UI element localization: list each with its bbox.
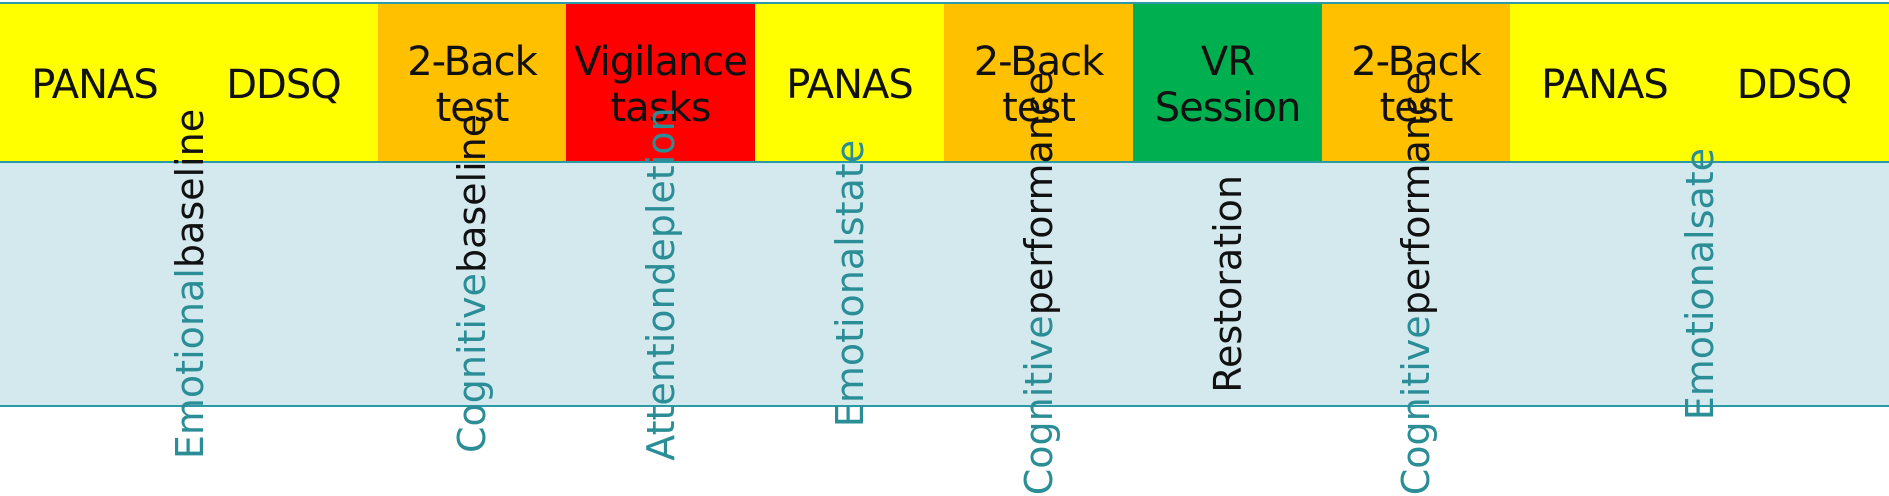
measure-line: Attention — [638, 285, 683, 461]
step-label: 2-Back test — [1351, 38, 1482, 131]
step-label: Vigilance tasks — [574, 38, 748, 131]
step-panas-1: PANAS — [0, 4, 189, 161]
measure-line: baseline — [167, 108, 212, 269]
step-label: PANAS — [786, 61, 914, 108]
step-vigilance: Vigilance tasks — [566, 4, 755, 161]
measure-line: Emotional — [1677, 229, 1722, 421]
measure-line: Cognitive — [450, 273, 494, 454]
step-label: VR Session — [1154, 38, 1302, 131]
measure-emotional-sate: Emotional sate — [1605, 148, 1794, 420]
measure-line: Cognitive — [1016, 315, 1061, 496]
step-ddsq-1: DDSQ — [189, 4, 378, 161]
step-label: PANAS — [31, 61, 159, 108]
measure-line: Cognitive — [1394, 315, 1438, 496]
step-label: DDSQ — [1736, 61, 1852, 108]
step-2back-3: 2-Back test — [1322, 4, 1510, 161]
measure-cognitive-performance-2: Cognitive performance — [1322, 72, 1510, 495]
step-panas-2: PANAS — [755, 4, 944, 161]
step-label: PANAS — [1541, 61, 1669, 108]
measure-line: sate — [1677, 147, 1722, 230]
measure-restoration: Restoration — [1133, 163, 1322, 405]
measure-line: Emotional — [827, 236, 872, 428]
step-vr-session: VR Session — [1133, 4, 1322, 161]
measure-line: performance — [1016, 72, 1061, 316]
procedure-steps-row: PANAS DDSQ 2-Back test Vigilance tasks P… — [0, 2, 1889, 163]
measures-row: Emotional baseline Cognitive baseline Atte… — [0, 72, 1889, 496]
measure-line: Emotional — [167, 268, 212, 460]
measure-cognitive-performance-1: Cognitive performance — [944, 72, 1133, 495]
step-label: 2-Back test — [973, 38, 1105, 131]
measure-emotional-baseline: Emotional baseline — [95, 109, 284, 459]
step-ddsq-2: DDSQ — [1699, 4, 1889, 161]
measure-line: baseline — [450, 114, 494, 274]
step-2back-1: 2-Back test — [378, 4, 566, 161]
measure-line: Restoration — [1205, 175, 1250, 393]
measure-cognitive-baseline: Cognitive baseline — [378, 114, 566, 453]
measure-attention-depletion: Attention depletion — [566, 107, 755, 461]
measure-line: state — [827, 140, 872, 237]
step-label: 2-Back test — [407, 38, 538, 131]
step-label: DDSQ — [226, 61, 341, 108]
measure-line: performance — [1394, 72, 1438, 316]
step-panas-3: PANAS — [1510, 4, 1699, 161]
step-2back-2: 2-Back test — [944, 4, 1133, 161]
measure-emotional-state: Emotional state — [755, 140, 944, 427]
measure-line: depletion — [638, 107, 683, 286]
